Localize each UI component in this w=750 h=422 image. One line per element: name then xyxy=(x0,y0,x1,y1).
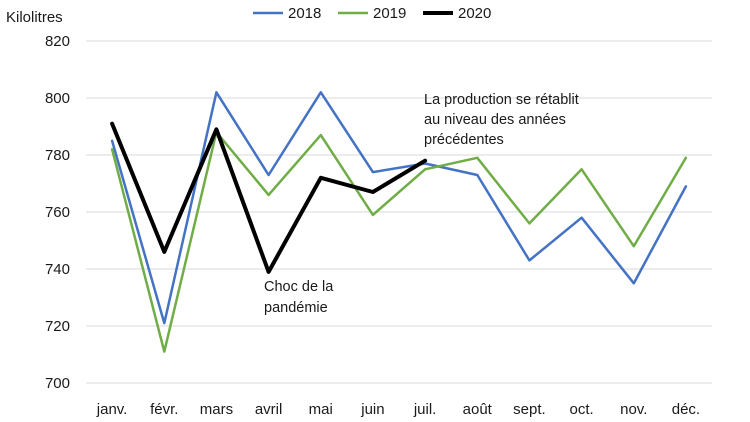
x-axis-ticks: janv. févr. mars avril mai juin juil. août sept.… xyxy=(96,401,700,418)
annotation-recovery: La production se rétablit au niveau des … xyxy=(424,92,579,148)
series-line-2020 xyxy=(110,121,428,274)
legend: 2018 2019 2020 xyxy=(253,5,491,22)
series-line-2018 xyxy=(110,91,688,325)
x-tick-label-6: juil. xyxy=(413,401,437,418)
y-tick-label-780: 780 xyxy=(45,147,70,164)
y-axis-label: Kilolitres xyxy=(6,9,63,26)
y-tick-label-760: 760 xyxy=(45,204,70,221)
x-tick-label-4: mai xyxy=(309,401,333,418)
legend-label-2020: 2020 xyxy=(458,5,491,22)
annotation-recovery-line-2: au niveau des années xyxy=(424,112,566,128)
x-tick-label-5: juin xyxy=(360,401,384,418)
y-tick-label-800: 800 xyxy=(45,90,70,107)
legend-label-2018: 2018 xyxy=(288,5,321,22)
annotation-shock-line-2: pandémie xyxy=(264,300,328,316)
x-tick-label-9: oct. xyxy=(569,401,593,418)
series-line-2019 xyxy=(110,130,688,353)
annotation-shock-line-1: Choc de la xyxy=(264,279,334,295)
x-tick-label-0: janv. xyxy=(96,401,128,418)
x-tick-label-2: mars xyxy=(200,401,233,418)
x-tick-label-10: nov. xyxy=(620,401,647,418)
y-tick-label-720: 720 xyxy=(45,318,70,335)
series-lines xyxy=(110,91,688,353)
legend-label-2019: 2019 xyxy=(373,5,406,22)
y-axis-ticks: 700 720 740 760 780 800 820 xyxy=(45,33,70,392)
y-tick-label-820: 820 xyxy=(45,33,70,50)
y-tick-label-700: 700 xyxy=(45,375,70,392)
legend-item-2019: 2019 xyxy=(338,5,406,22)
x-tick-label-7: août xyxy=(463,401,493,418)
x-tick-label-8: sept. xyxy=(513,401,546,418)
y-tick-label-740: 740 xyxy=(45,261,70,278)
legend-item-2018: 2018 xyxy=(253,5,321,22)
annotation-recovery-line-3: précédentes xyxy=(424,132,504,148)
x-tick-label-11: déc. xyxy=(672,401,700,418)
x-tick-label-1: févr. xyxy=(150,401,178,418)
annotation-shock: Choc de la pandémie xyxy=(264,279,334,316)
annotation-recovery-line-1: La production se rétablit xyxy=(424,92,579,108)
legend-item-2020: 2020 xyxy=(423,5,491,22)
x-tick-label-3: avril xyxy=(255,401,283,418)
